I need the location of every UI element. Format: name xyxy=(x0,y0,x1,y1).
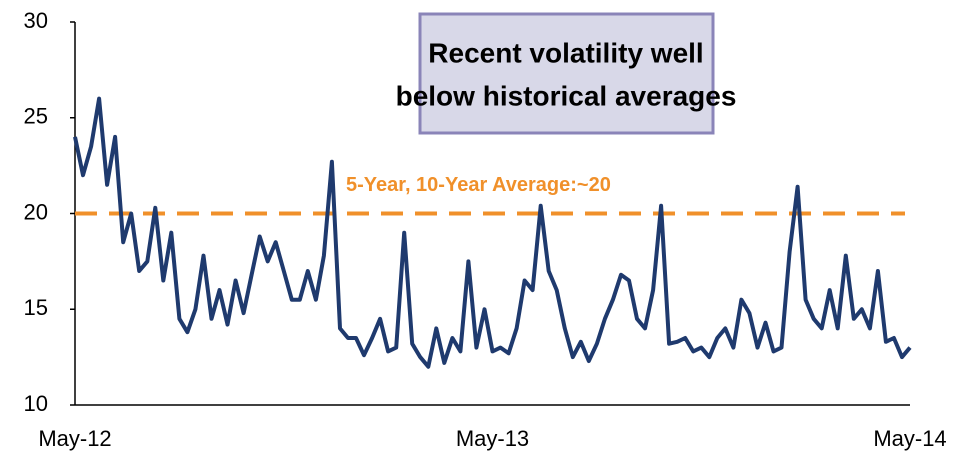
annotation-text: Recent volatility well xyxy=(428,37,703,68)
y-tick-label: 20 xyxy=(24,199,48,224)
y-tick-label: 25 xyxy=(24,104,48,129)
y-tick-label: 30 xyxy=(24,8,48,33)
line-series xyxy=(73,96,912,369)
y-tick-label: 10 xyxy=(24,391,48,416)
annotation-box xyxy=(418,12,715,135)
x-tick-label: May-12 xyxy=(38,426,111,451)
x-tick-label: May-13 xyxy=(456,426,529,451)
y-tick-label: 15 xyxy=(24,295,48,320)
x-tick-label: May-14 xyxy=(873,426,946,451)
annotation-text: below historical averages xyxy=(396,80,737,111)
reference-label: 5-Year, 10-Year Average:~20 xyxy=(346,174,611,196)
